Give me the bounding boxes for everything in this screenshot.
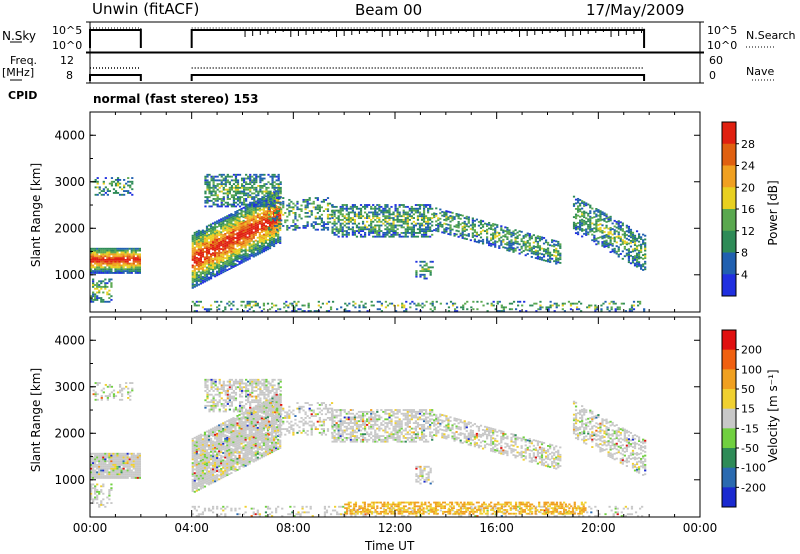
colorbar-swatch xyxy=(722,487,736,508)
beam-title: Beam 00 xyxy=(355,1,423,19)
colorbar-tick-label: -50 xyxy=(741,442,759,455)
colorbar-tick-label: 15 xyxy=(741,403,755,416)
colorbar-tick-label: 200 xyxy=(741,344,762,357)
nave-tick-top: 60 xyxy=(709,54,723,67)
nave-label: Nave xyxy=(746,65,775,78)
colorbar-tick-label: 24 xyxy=(741,160,755,173)
y-tick-label: 3000 xyxy=(54,380,85,394)
y-tick-label: 2000 xyxy=(54,426,85,440)
x-tick-label: 00:00 xyxy=(73,521,108,535)
colorbar-tick-label: -15 xyxy=(741,422,759,435)
colorbar-tick-label: 20 xyxy=(741,181,755,194)
power-colorbar-label: Power [dB] xyxy=(766,180,780,246)
freq-tick-top: 12 xyxy=(60,54,74,67)
colorbar-swatch xyxy=(722,274,736,297)
colorbar-swatch xyxy=(722,187,736,210)
nave-tick-bottom: 0 xyxy=(709,69,716,82)
colorbar-swatch xyxy=(722,448,736,469)
colorbar-swatch xyxy=(722,428,736,449)
colorbar-swatch xyxy=(722,349,736,370)
x-tick-label: 12:00 xyxy=(378,521,413,535)
colorbar-frame xyxy=(721,329,737,508)
colorbar-swatch xyxy=(722,122,736,145)
colorbar-tick-label: 100 xyxy=(741,363,762,376)
freq-label-1: Freq. xyxy=(10,54,38,67)
x-tick-label: 08:00 xyxy=(276,521,311,535)
x-tick-label: 20:00 xyxy=(581,521,616,535)
colorbar-tick-label: -100 xyxy=(741,462,766,475)
colorbar-swatch xyxy=(722,252,736,275)
x-tick-label: 00:00 xyxy=(683,521,718,535)
colorbar-tick-label: 8 xyxy=(741,247,748,260)
nsky-tick-bottom: 10^0 xyxy=(52,39,83,52)
velocity-colorbar-label: Velocity [m s⁻¹] xyxy=(766,369,780,463)
nsearch-tick-bottom: 10^0 xyxy=(707,39,738,52)
time-xlabel: Time UT xyxy=(365,539,415,553)
y-tick-label: 1000 xyxy=(54,268,85,282)
cpid-value: normal (fast stereo) 153 xyxy=(93,92,259,106)
colorbar-swatch xyxy=(722,408,736,429)
colorbar-tick-label: 28 xyxy=(741,138,755,151)
colorbar-swatch xyxy=(722,389,736,410)
colorbar-swatch xyxy=(722,369,736,390)
freq-tick-bottom: 8 xyxy=(66,69,73,82)
colorbar-swatch xyxy=(722,209,736,232)
colorbar-swatch xyxy=(722,143,736,166)
x-tick-label: 04:00 xyxy=(174,521,209,535)
nsky-label: N.Sky xyxy=(2,29,37,43)
cpid-label: CPID xyxy=(8,89,38,102)
y-tick-label: 4000 xyxy=(54,128,85,142)
y-tick-label: 4000 xyxy=(54,333,85,347)
colorbar-swatch xyxy=(722,467,736,488)
colorbar-tick-label: 50 xyxy=(741,383,755,396)
nsky-panel xyxy=(89,21,701,53)
y-tick-label: 1000 xyxy=(54,473,85,487)
x-tick-label: 16:00 xyxy=(479,521,514,535)
colorbar-swatch xyxy=(722,230,736,253)
y-tick-label: 3000 xyxy=(54,175,85,189)
colorbar-tick-label: 12 xyxy=(741,225,755,238)
colorbar-swatch xyxy=(722,330,736,351)
velocity-ylabel: Slant Range [km] xyxy=(29,367,43,473)
power-ylabel: Slant Range [km] xyxy=(29,162,43,268)
nsky-tick-top: 10^5 xyxy=(52,24,83,37)
freq-trace xyxy=(89,74,646,81)
freq-label-2: [MHz] xyxy=(2,66,35,79)
colorbar-tick-label: 4 xyxy=(741,268,748,281)
colorbar-tick-label: 16 xyxy=(741,203,755,216)
nsearch-label: N.Search xyxy=(746,29,796,42)
colorbar-tick-label: -200 xyxy=(741,481,766,494)
colorbar-swatch xyxy=(722,165,736,188)
power-cells xyxy=(90,173,647,312)
velocity-cells xyxy=(90,378,647,517)
freq-panel xyxy=(89,52,701,84)
heatmap-background xyxy=(90,112,700,312)
nsearch-trace xyxy=(89,27,645,46)
y-tick-label: 2000 xyxy=(54,221,85,235)
date-title: 17/May/2009 xyxy=(586,1,685,19)
nsearch-tick-top: 10^5 xyxy=(707,24,738,37)
station-title: Unwin (fitACF) xyxy=(92,0,200,18)
